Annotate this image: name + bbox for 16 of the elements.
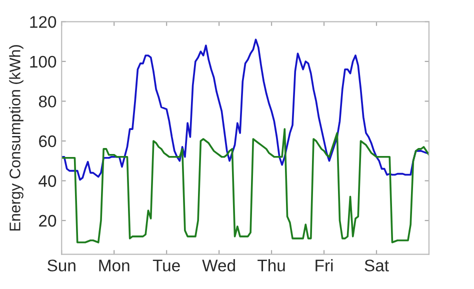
y-tick-label: 120: [30, 16, 56, 28]
x-tick-label: Wed: [202, 259, 235, 272]
y-tick-label: 20: [39, 214, 56, 227]
x-tick-label: Sat: [364, 260, 389, 272]
x-tick-label: Fri: [316, 259, 333, 272]
x-tick-label: Sun: [48, 260, 76, 272]
y-axis-title: Energy Consumption (kWh): [9, 45, 24, 231]
y-tick-label: 40: [38, 175, 56, 187]
line-series: [62, 128, 429, 244]
line-series: [62, 38, 429, 181]
x-tick-label: Thu: [258, 259, 285, 272]
x-tick-label: Mon: [99, 260, 130, 272]
y-tick-label: 60: [39, 135, 56, 148]
x-tick-label: Tue: [152, 260, 180, 272]
y-tick-label: 80: [38, 96, 56, 108]
y-tick-label: 100: [30, 56, 56, 68]
